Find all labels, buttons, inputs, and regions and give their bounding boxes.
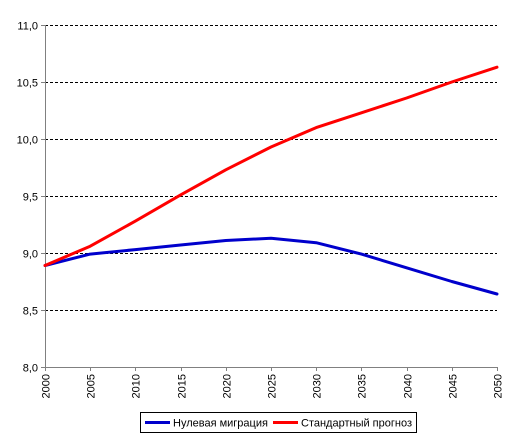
y-tick-label: 10,0 xyxy=(17,135,38,147)
tick-labels: 8,0 8,5 9,0 9,5 10,0 10,5 11,0 2000 2005 2010 2015… xyxy=(17,21,505,399)
x-tick-label: 2005 xyxy=(86,374,98,398)
x-tick-label: 2015 xyxy=(177,374,189,398)
x-tick-label: 2035 xyxy=(357,374,369,398)
x-tick-label: 2030 xyxy=(312,374,324,398)
y-tick-label: 8,0 xyxy=(23,363,38,375)
x-tick-label: 2000 xyxy=(41,374,53,398)
x-tick-label: 2045 xyxy=(448,374,460,398)
y-tick-label: 9,0 xyxy=(23,249,38,261)
grid xyxy=(45,25,497,311)
x-tick-label: 2020 xyxy=(222,374,234,398)
y-tick-label: 11,0 xyxy=(17,21,38,33)
x-tick-label: 2025 xyxy=(267,374,279,398)
axes xyxy=(41,25,498,371)
series-line-1 xyxy=(43,236,499,296)
x-tick-label: 2050 xyxy=(493,374,505,398)
series-line-2 xyxy=(43,65,499,267)
x-tick-label: 2010 xyxy=(131,374,143,398)
y-tick-label: 10,5 xyxy=(17,78,38,90)
y-tick-label: 9,5 xyxy=(23,192,38,204)
series-lines xyxy=(43,65,499,296)
x-tick-label: 2040 xyxy=(403,374,415,398)
legend-label-2: Стандартный прогноз xyxy=(301,418,412,430)
y-tick-label: 8,5 xyxy=(23,306,38,318)
legend: Нулевая миграция Стандартный прогноз xyxy=(140,412,417,433)
legend-label-1: Нулевая миграция xyxy=(173,418,268,430)
